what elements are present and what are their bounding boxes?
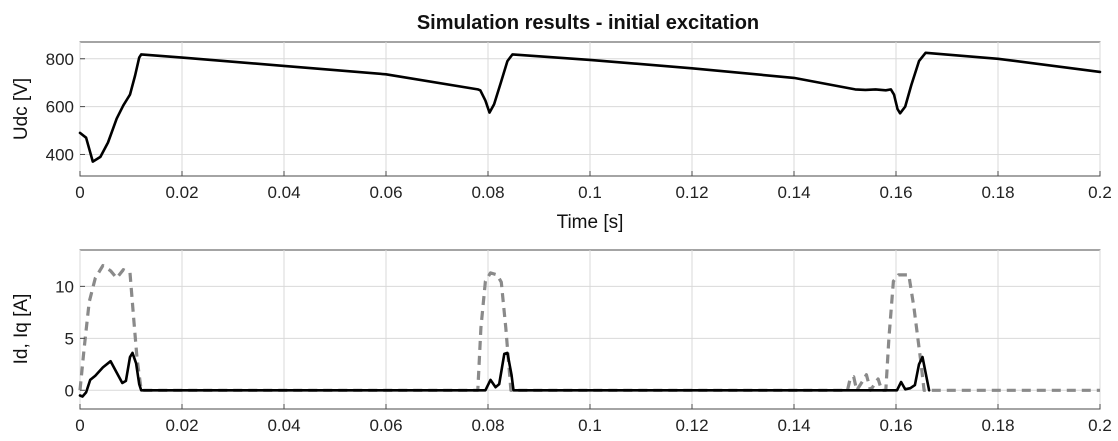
x-tick-label: 0.18 <box>981 416 1014 435</box>
x-tick-label: 0 <box>75 416 84 435</box>
udc-series <box>78 51 1102 163</box>
y-tick-label: 10 <box>55 277 74 296</box>
current-panel: 0 0.02 0.04 0.06 0.08 0.1 0.12 0.14 0.16 0.18 0.2 … <box>11 249 1112 435</box>
x-tick-label: 0.1 <box>578 416 602 435</box>
x-tick-label: 0.08 <box>471 416 504 435</box>
y-tick-label: 5 <box>65 329 74 348</box>
udc-grid <box>79 42 1101 176</box>
x-tick-label: 0.18 <box>981 183 1014 202</box>
x-tick-label: 0.08 <box>471 183 504 202</box>
udc-y-ticks: 400 600 800 <box>46 50 85 164</box>
udc-x-axis-label: Time [s] <box>557 212 624 233</box>
chart-title: Simulation results - initial excitation <box>417 12 759 34</box>
current-series <box>78 264 1100 398</box>
x-tick-label: 0.12 <box>675 183 708 202</box>
x-tick-label: 0.1 <box>578 183 602 202</box>
udc-y-axis-label: Udc [V] <box>11 78 32 140</box>
y-tick-label: 400 <box>46 145 74 164</box>
current-x-ticks: 0 0.02 0.04 0.06 0.08 0.1 0.12 0.14 0.16 0.18 0.2 <box>75 404 1112 435</box>
current-y-axis-label: Id, Iq [A] <box>11 294 32 365</box>
x-tick-label: 0.16 <box>879 416 912 435</box>
x-tick-label: 0.02 <box>165 183 198 202</box>
y-tick-label: 800 <box>46 50 74 69</box>
udc-x-ticks: 0 0.02 0.04 0.06 0.08 0.1 0.12 0.14 0.16 0.18 0.2 <box>75 171 1112 202</box>
x-tick-label: 0.16 <box>879 183 912 202</box>
x-tick-label: 0.14 <box>777 183 810 202</box>
udc-panel: 0 0.02 0.04 0.06 0.08 0.1 0.12 0.14 0.16 0.18 0.2 … <box>11 41 1112 233</box>
udc-series-line-1 <box>78 51 1102 163</box>
y-tick-label: 0 <box>65 381 74 400</box>
x-tick-label: 0.04 <box>267 183 300 202</box>
x-tick-label: 0.2 <box>1088 183 1112 202</box>
y-tick-label: 600 <box>46 98 74 117</box>
x-tick-label: 0.04 <box>267 416 300 435</box>
x-tick-label: 0.06 <box>369 416 402 435</box>
x-tick-label: 0.02 <box>165 416 198 435</box>
x-tick-label: 0.2 <box>1088 416 1112 435</box>
x-tick-label: 0 <box>75 183 84 202</box>
x-tick-label: 0.12 <box>675 416 708 435</box>
x-tick-label: 0.14 <box>777 416 810 435</box>
current-series-line-2 <box>78 351 931 398</box>
current-y-ticks: 0 5 10 <box>55 277 85 400</box>
x-tick-label: 0.06 <box>369 183 402 202</box>
